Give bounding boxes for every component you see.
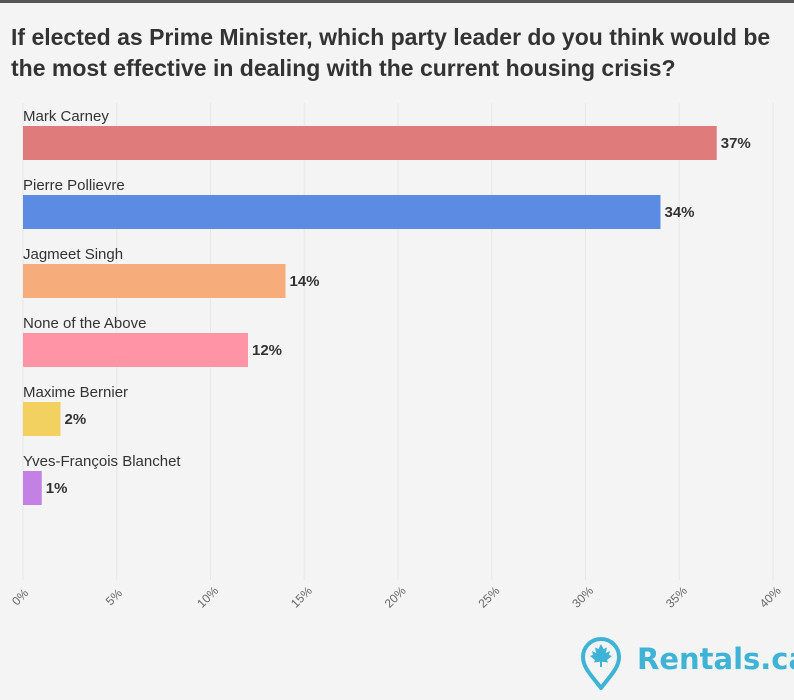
category-label: Maxime Bernier [23,384,128,401]
category-label: Pierre Pollievre [23,177,125,194]
value-label: 12% [252,342,282,359]
brand-logo[interactable]: Rentals.ca [580,636,794,692]
x-tick-label: 15% [288,584,315,611]
x-tick-label: 25% [475,584,502,611]
x-tick-label: 10% [194,584,221,611]
x-tick-label: 40% [757,584,784,611]
value-label: 1% [46,480,68,497]
bar [23,126,717,160]
category-label: Mark Carney [23,108,109,125]
category-label: Jagmeet Singh [23,246,123,263]
bar [23,402,61,436]
x-tick-label: 5% [103,586,125,608]
brand-name: Rentals.ca [637,642,794,676]
category-label: None of the Above [23,315,146,332]
chart-title: If elected as Prime Minister, which part… [11,24,771,81]
category-label: Yves-François Blanchet [23,453,181,470]
x-tick-label: 30% [569,584,596,611]
bar [23,333,248,367]
value-label: 2% [65,411,87,428]
value-label: 14% [290,273,320,290]
x-tick-label: 20% [382,584,409,611]
top-border [0,0,794,3]
x-tick-label: 0% [9,586,31,608]
bar [23,264,286,298]
value-label: 37% [721,135,751,152]
bar [23,195,661,229]
bar [23,471,42,505]
value-label: 34% [665,204,695,221]
x-tick-label: 35% [663,584,690,611]
map-pin-maple-leaf-icon [581,637,621,690]
